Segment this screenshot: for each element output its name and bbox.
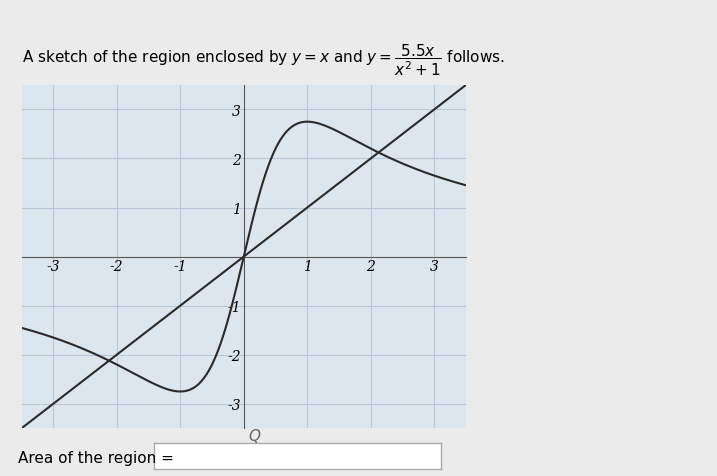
Text: Area of the region =: Area of the region = xyxy=(18,450,174,466)
Text: A sketch of the region enclosed by $y = x$ and $y = \dfrac{5.5x}{x^2 + 1}$ follo: A sketch of the region enclosed by $y = … xyxy=(22,42,504,78)
Text: Q: Q xyxy=(249,428,260,443)
